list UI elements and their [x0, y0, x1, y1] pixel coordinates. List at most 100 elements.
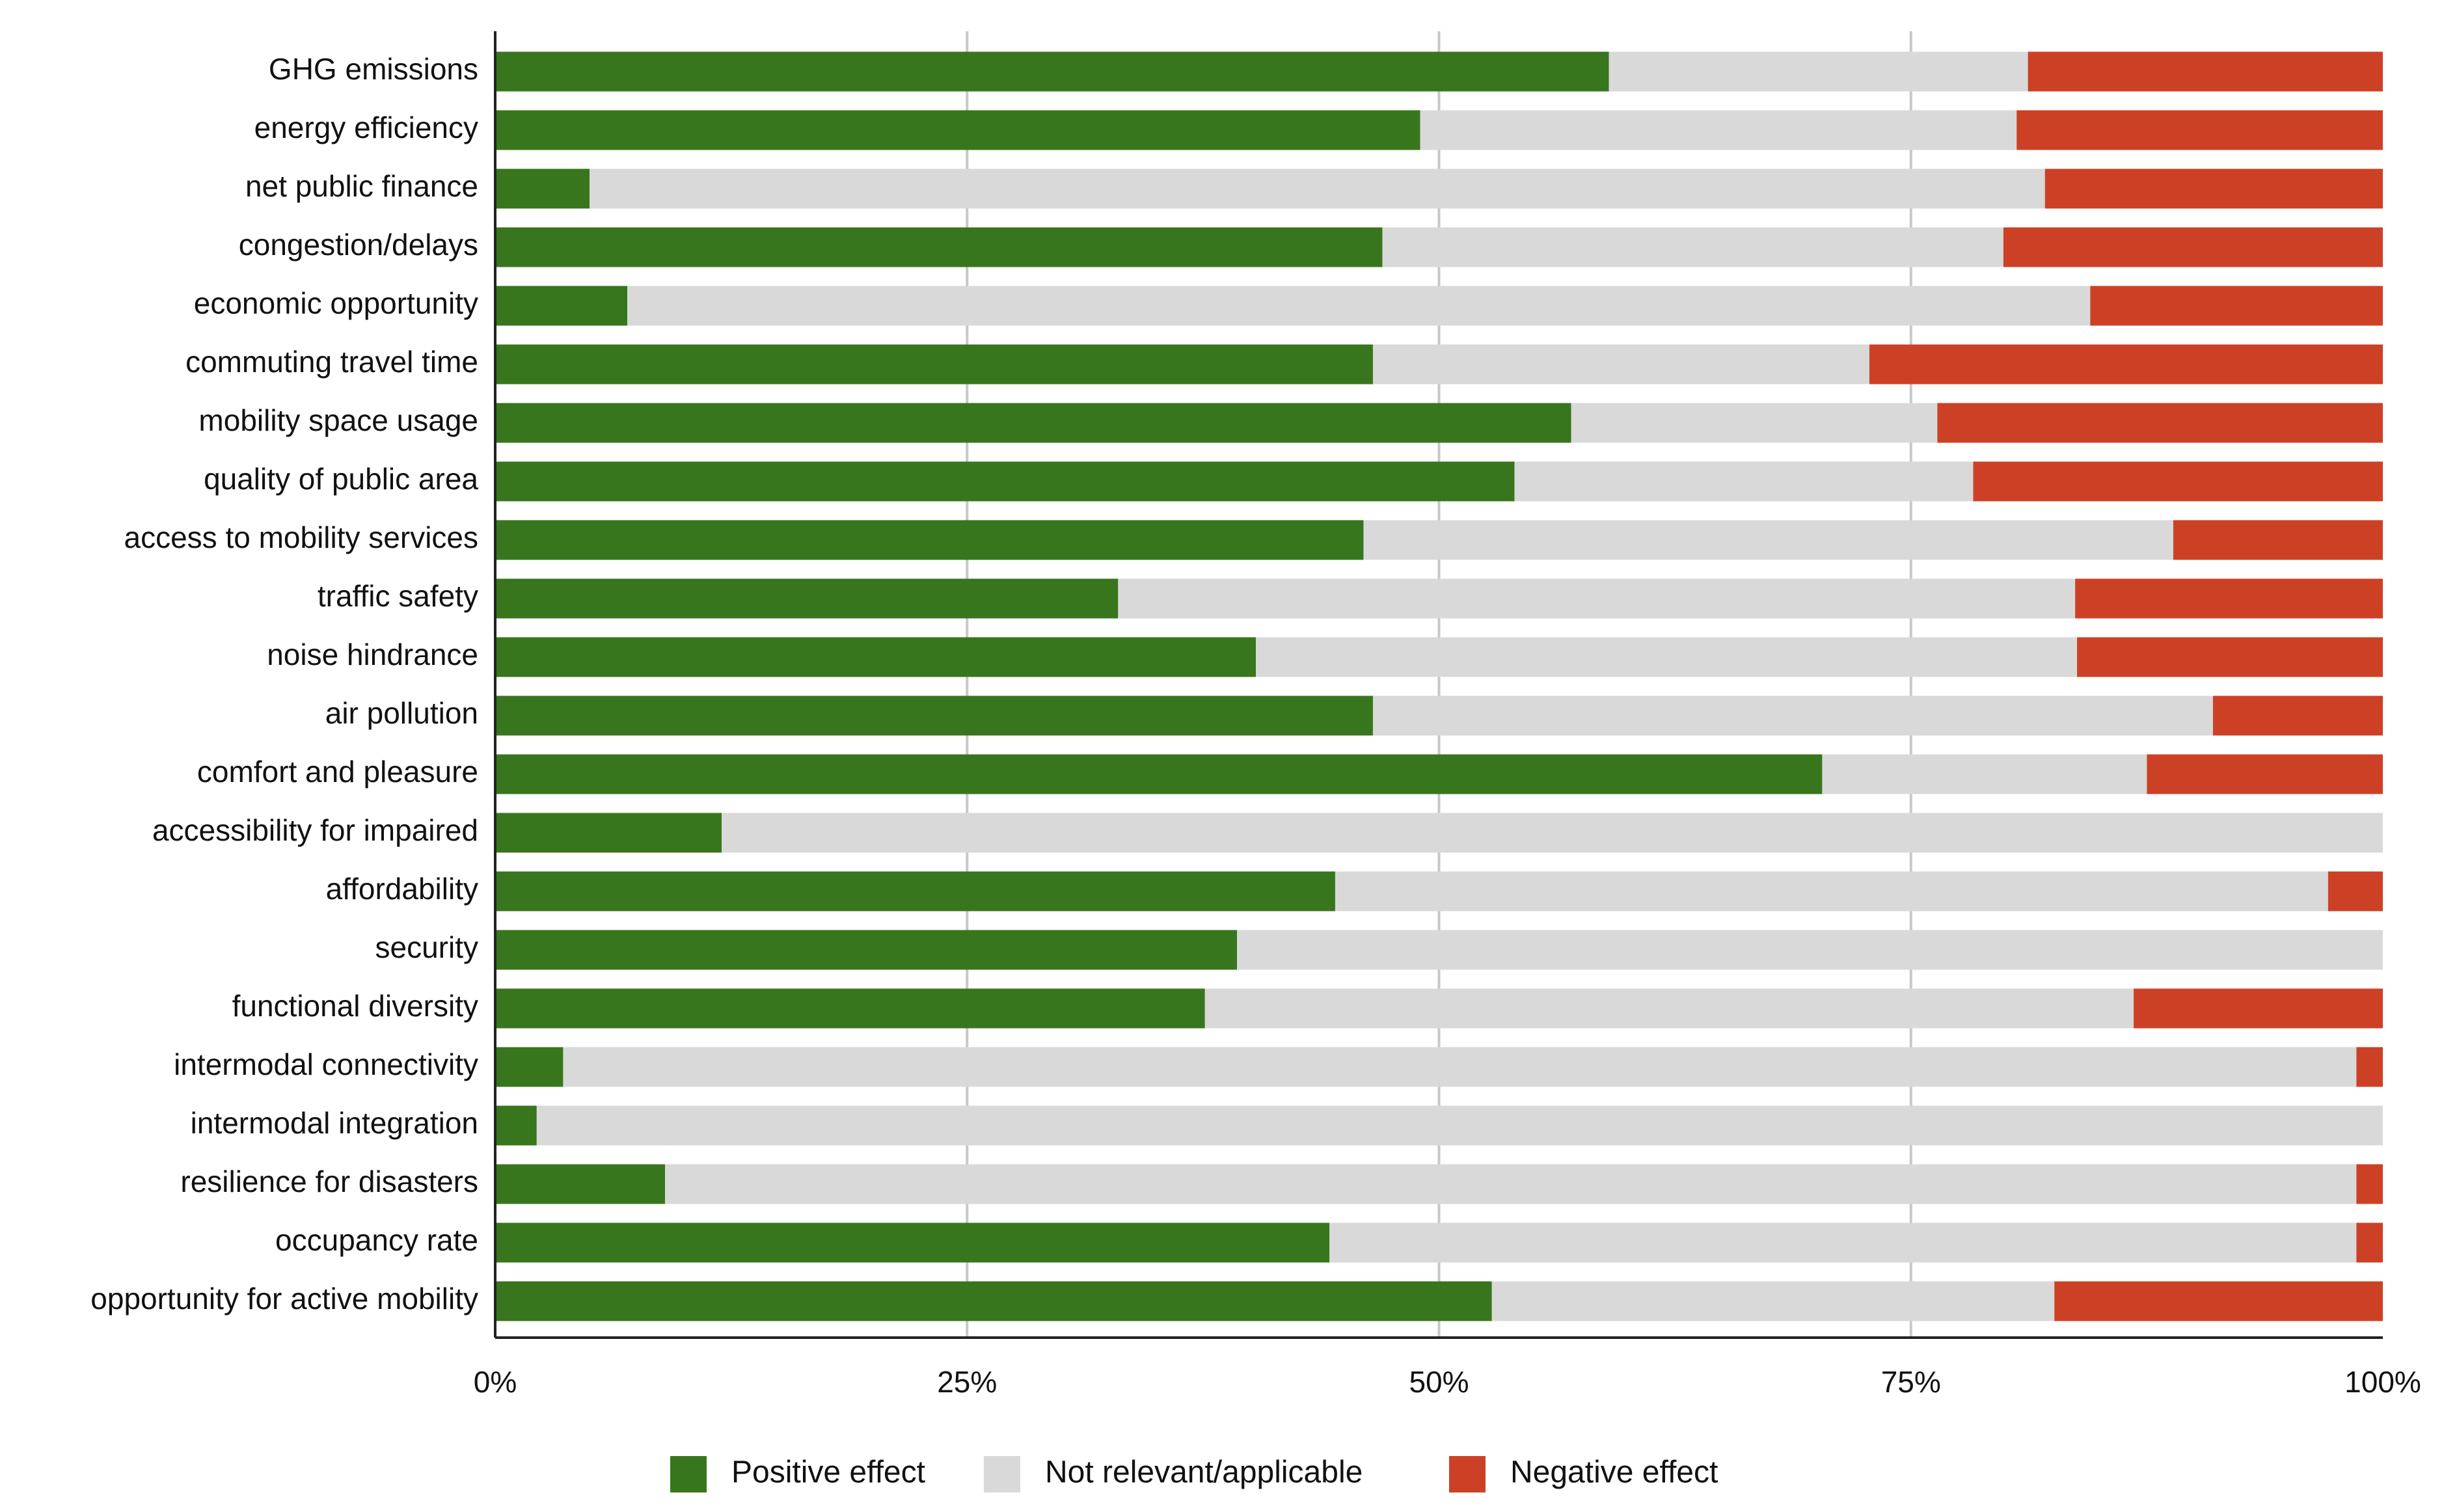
bar-positive-12 — [495, 754, 1823, 794]
bar-positive-18 — [495, 1105, 537, 1146]
category-label: energy efficiency — [254, 111, 478, 144]
bar-negative-19 — [2356, 1164, 2383, 1204]
legend: Positive effect Not relevant/applicable Ne… — [670, 1455, 1718, 1492]
bars — [495, 51, 2383, 1321]
category-label: resilience for disasters — [180, 1165, 478, 1198]
x-tick-labels: 0% 25% 50% 75% 100% — [474, 1365, 2421, 1399]
category-label: intermodal integration — [191, 1106, 478, 1140]
bar-negative-7 — [1973, 461, 2383, 502]
bar-positive-2 — [495, 169, 590, 209]
bar-negative-16 — [2134, 988, 2383, 1029]
category-label: commuting travel time — [185, 345, 478, 379]
bar-not-relevant-21 — [1491, 1281, 2055, 1321]
bar-not-relevant-14 — [1335, 871, 2328, 911]
bar-negative-0 — [2028, 51, 2383, 92]
bar-not-relevant-12 — [1822, 754, 2147, 794]
bar-positive-7 — [495, 461, 1515, 502]
bar-negative-17 — [2356, 1047, 2383, 1087]
bar-not-relevant-18 — [536, 1105, 2383, 1146]
bar-not-relevant-5 — [1372, 344, 1869, 385]
x-tick-label: 100% — [2344, 1365, 2421, 1399]
bar-positive-5 — [495, 344, 1373, 385]
legend-swatch-positive — [670, 1456, 707, 1492]
category-label: comfort and pleasure — [197, 755, 478, 789]
bar-not-relevant-3 — [1382, 227, 2003, 267]
category-label: congestion/delays — [239, 228, 478, 262]
bar-positive-11 — [495, 695, 1373, 736]
bar-not-relevant-7 — [1514, 461, 1974, 502]
bar-positive-0 — [495, 51, 1609, 92]
bar-negative-14 — [2328, 871, 2383, 911]
bar-not-relevant-17 — [563, 1047, 2357, 1087]
bar-negative-4 — [2090, 286, 2383, 326]
bar-negative-1 — [2016, 110, 2383, 150]
bar-negative-3 — [2003, 227, 2383, 267]
bar-negative-5 — [1869, 344, 2383, 385]
bar-positive-13 — [495, 813, 722, 853]
bar-positive-4 — [495, 286, 628, 326]
bar-negative-9 — [2075, 578, 2383, 619]
bar-not-relevant-2 — [590, 169, 2045, 209]
bar-positive-14 — [495, 871, 1335, 911]
bar-not-relevant-0 — [1609, 51, 2028, 92]
bar-positive-3 — [495, 227, 1383, 267]
bar-not-relevant-20 — [1329, 1222, 2357, 1263]
bar-not-relevant-1 — [1420, 110, 2017, 150]
x-tick-label: 75% — [1881, 1365, 1941, 1399]
bar-negative-20 — [2356, 1222, 2383, 1263]
bar-positive-10 — [495, 637, 1256, 677]
bar-positive-6 — [495, 403, 1571, 443]
bar-negative-2 — [2044, 169, 2383, 209]
bar-positive-15 — [495, 930, 1238, 970]
bar-not-relevant-11 — [1372, 695, 2213, 736]
category-label: quality of public area — [204, 462, 478, 496]
category-label: GHG emissions — [269, 52, 478, 86]
bar-positive-17 — [495, 1047, 563, 1087]
category-label: air pollution — [325, 696, 478, 730]
bar-not-relevant-16 — [1204, 988, 2134, 1029]
bar-negative-6 — [1937, 403, 2383, 443]
bar-positive-21 — [495, 1281, 1492, 1321]
category-label: traffic safety — [318, 579, 478, 613]
legend-label: Positive effect — [731, 1455, 925, 1490]
category-label: economic opportunity — [194, 286, 478, 320]
bar-not-relevant-6 — [1571, 403, 1938, 443]
category-label: accessibility for impaired — [152, 813, 478, 847]
bar-not-relevant-10 — [1256, 637, 2078, 677]
category-label: noise hindrance — [267, 638, 478, 671]
category-label: functional diversity — [232, 989, 478, 1023]
bar-positive-19 — [495, 1164, 666, 1204]
bar-negative-21 — [2054, 1281, 2383, 1321]
category-label: net public finance — [245, 169, 478, 203]
axes — [494, 31, 2383, 1339]
bar-not-relevant-19 — [665, 1164, 2357, 1204]
x-tick-label: 0% — [474, 1365, 517, 1399]
bar-not-relevant-15 — [1237, 930, 2383, 970]
bar-not-relevant-9 — [1118, 578, 2076, 619]
category-labels: GHG emissions energy efficiency net public… — [90, 52, 478, 1316]
bar-not-relevant-13 — [722, 813, 2383, 853]
category-label: intermodal connectivity — [174, 1047, 478, 1081]
x-tick-label: 50% — [1409, 1365, 1469, 1399]
legend-swatch-not-relevant — [984, 1456, 1020, 1492]
bar-negative-11 — [2212, 695, 2383, 736]
legend-swatch-negative — [1449, 1456, 1486, 1492]
category-label: mobility space usage — [198, 403, 478, 437]
bar-not-relevant-4 — [627, 286, 2091, 326]
legend-label: Negative effect — [1510, 1455, 1718, 1490]
bar-positive-20 — [495, 1222, 1330, 1263]
category-label: occupancy rate — [275, 1223, 478, 1257]
category-label: affordability — [326, 872, 478, 906]
legend-label: Not relevant/applicable — [1045, 1455, 1363, 1490]
category-label: opportunity for active mobility — [90, 1282, 478, 1316]
bar-positive-9 — [495, 578, 1119, 619]
bar-negative-8 — [2173, 520, 2383, 560]
bar-positive-1 — [495, 110, 1420, 150]
bar-positive-16 — [495, 988, 1205, 1029]
category-label: access to mobility services — [124, 520, 479, 554]
x-tick-label: 25% — [937, 1365, 997, 1399]
bar-negative-10 — [2077, 637, 2383, 677]
category-label: security — [375, 930, 478, 964]
bar-negative-12 — [2147, 754, 2383, 794]
